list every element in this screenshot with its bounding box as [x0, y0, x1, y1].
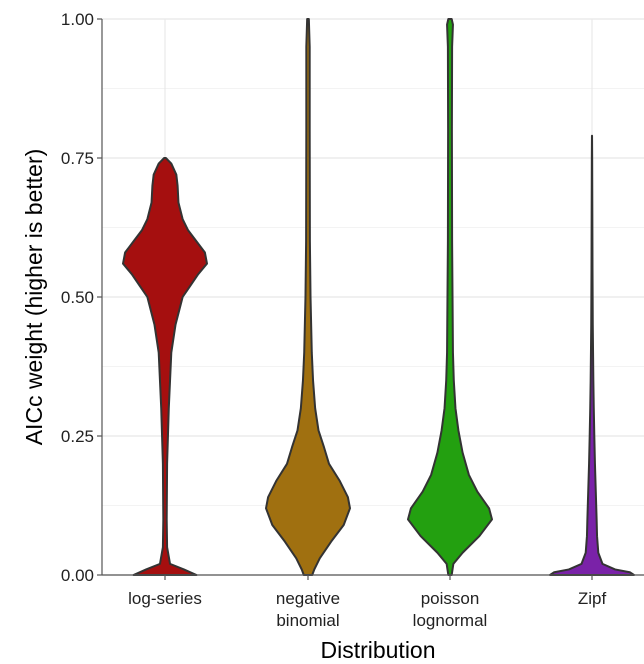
x-tick-label: poisson lognormal: [413, 589, 488, 630]
x-tick-label-line: log-series: [128, 589, 202, 608]
y-axis-title: AICc weight (higher is better): [21, 149, 47, 446]
x-tick-label: log-series: [128, 589, 202, 608]
violins: [122, 18, 635, 576]
x-tick-label-line: negative: [276, 589, 340, 608]
y-tick-label: 0.00: [61, 566, 94, 585]
y-tick-label: 0.75: [61, 149, 94, 168]
violin-zipf: [549, 134, 635, 576]
x-tick-label-line: binomial: [276, 611, 339, 630]
x-tick-label-line: Zipf: [578, 589, 607, 608]
x-tick-label-line: poisson: [421, 589, 480, 608]
x-tick-label: Zipf: [578, 589, 607, 608]
x-axis-title: Distribution: [320, 637, 435, 663]
violin-log-series: [122, 157, 208, 576]
x-axis-ticks: log-series negative binomial poisson lognorm…: [128, 575, 606, 630]
x-tick-label-line: lognormal: [413, 611, 488, 630]
y-axis-ticks: 0.00 0.25 0.50 0.75 1.00: [61, 10, 102, 585]
x-tick-label: negative binomial: [276, 589, 340, 630]
y-tick-label: 0.25: [61, 427, 94, 446]
y-tick-label: 0.50: [61, 288, 94, 307]
violin-negative-binomial: [265, 18, 351, 576]
y-tick-label: 1.00: [61, 10, 94, 29]
violin-poisson-lognormal: [407, 18, 493, 576]
